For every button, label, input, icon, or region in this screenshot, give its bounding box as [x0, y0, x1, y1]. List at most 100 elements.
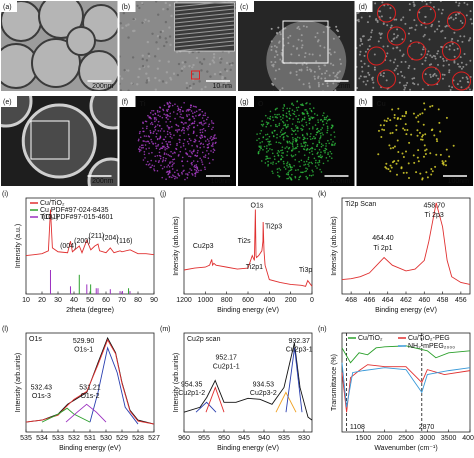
eds-signal	[328, 155, 331, 158]
eds-signal	[317, 162, 319, 164]
x-tick-label: 456	[455, 297, 467, 304]
annotation: (204)	[102, 235, 118, 242]
texture	[356, 12, 359, 15]
eds-signal	[324, 149, 326, 152]
eds-signal	[199, 157, 201, 160]
eds-signal	[162, 156, 165, 159]
texture	[463, 35, 466, 38]
eds-signal	[285, 173, 288, 175]
texture	[204, 85, 207, 89]
eds-signal	[401, 114, 404, 117]
eds-signal	[287, 166, 289, 168]
texture	[374, 2, 377, 5]
eds-signal	[282, 137, 285, 139]
texture	[400, 61, 403, 64]
eds-signal	[147, 135, 150, 137]
eds-signal	[277, 160, 280, 163]
eds-signal	[307, 158, 310, 161]
eds-signal	[206, 143, 209, 146]
texture	[368, 73, 371, 76]
texture	[360, 16, 363, 19]
eds-signal	[286, 154, 288, 157]
eds-signal	[201, 136, 204, 138]
eds-signal	[181, 171, 183, 174]
eds-signal	[265, 147, 268, 150]
eds-signal	[431, 128, 434, 131]
eds-signal	[148, 163, 151, 165]
eds-signal	[156, 170, 159, 172]
texture	[324, 77, 327, 80]
eds-signal	[269, 157, 271, 160]
texture	[393, 18, 396, 21]
eds-signal	[275, 141, 278, 144]
texture	[315, 60, 318, 63]
eds-signal	[165, 153, 168, 155]
eds-signal	[146, 125, 148, 128]
texture	[200, 69, 203, 72]
eds-signal	[267, 160, 269, 163]
eds-signal	[258, 150, 260, 153]
eds-signal	[316, 127, 319, 130]
texture	[453, 55, 456, 58]
eds-signal	[192, 160, 195, 162]
texture	[176, 73, 180, 77]
eds-signal	[400, 166, 403, 169]
texture	[151, 32, 154, 36]
eds-signal	[139, 146, 141, 148]
texture	[219, 70, 222, 74]
texture	[407, 32, 410, 35]
eds-signal	[416, 129, 419, 132]
micrograph	[356, 96, 473, 186]
eds-signal	[147, 140, 149, 143]
legend-label: Cu/TiO₂	[40, 200, 65, 207]
texture	[431, 23, 434, 26]
eds-signal	[178, 141, 181, 144]
eds-signal	[305, 102, 307, 105]
texture	[382, 72, 385, 75]
texture	[396, 64, 399, 67]
eds-signal	[158, 154, 161, 157]
eds-signal	[173, 162, 175, 165]
eds-signal	[281, 146, 284, 148]
texture	[394, 58, 397, 61]
texture	[190, 66, 194, 69]
eds-signal	[298, 137, 301, 139]
texture	[271, 82, 274, 85]
texture	[287, 36, 290, 39]
eds-signal	[168, 126, 171, 129]
eds-signal	[176, 169, 178, 172]
texture	[224, 81, 228, 85]
eds-signal	[259, 146, 262, 149]
texture	[313, 75, 316, 78]
eds-signal	[211, 128, 213, 130]
eds-signal	[212, 148, 215, 150]
texture	[219, 61, 222, 64]
eds-signal	[280, 129, 283, 131]
texture	[448, 63, 451, 66]
x-tick-label: 530	[100, 435, 112, 442]
eds-signal	[316, 145, 318, 147]
spectrum-line	[341, 202, 471, 285]
texture	[389, 7, 392, 10]
texture	[469, 10, 472, 13]
eds-signal	[196, 155, 198, 157]
annotation: Cu2p3-2	[250, 390, 277, 397]
x-tick-label: 935	[278, 435, 290, 442]
micrograph	[1, 96, 118, 186]
eds-signal	[166, 103, 169, 105]
texture	[147, 52, 150, 56]
eds-signal	[209, 137, 212, 139]
lattice	[174, 8, 235, 16]
texture	[147, 79, 151, 82]
eds-signal	[292, 136, 294, 139]
eds-signal	[295, 138, 298, 140]
texture	[127, 36, 130, 39]
eds-signal	[287, 173, 289, 175]
texture	[410, 26, 413, 29]
eds-signal	[267, 117, 269, 119]
eds-signal	[308, 151, 311, 154]
eds-signal	[145, 135, 148, 137]
eds-signal	[266, 133, 269, 136]
texture	[127, 23, 130, 26]
eds-signal	[296, 145, 299, 148]
